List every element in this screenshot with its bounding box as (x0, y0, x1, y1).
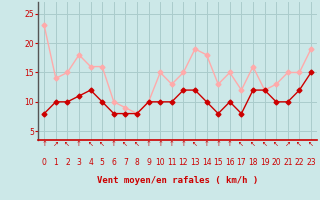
Text: 13: 13 (190, 158, 200, 167)
Text: 6: 6 (111, 158, 116, 167)
Text: 7: 7 (123, 158, 128, 167)
Text: 0: 0 (42, 158, 47, 167)
Text: 20: 20 (271, 158, 281, 167)
Text: 2: 2 (65, 158, 70, 167)
Text: 5: 5 (100, 158, 105, 167)
Text: 19: 19 (260, 158, 269, 167)
Text: 23: 23 (306, 158, 316, 167)
Text: 3: 3 (76, 158, 81, 167)
Text: 11: 11 (167, 158, 177, 167)
Text: 18: 18 (248, 158, 258, 167)
Text: 15: 15 (213, 158, 223, 167)
Text: 21: 21 (283, 158, 292, 167)
Text: 22: 22 (295, 158, 304, 167)
Text: 9: 9 (146, 158, 151, 167)
Text: 16: 16 (225, 158, 235, 167)
Text: 12: 12 (179, 158, 188, 167)
Text: 14: 14 (202, 158, 212, 167)
Text: 4: 4 (88, 158, 93, 167)
Text: 17: 17 (236, 158, 246, 167)
Text: 10: 10 (156, 158, 165, 167)
Text: 8: 8 (135, 158, 140, 167)
Text: Vent moyen/en rafales ( km/h ): Vent moyen/en rafales ( km/h ) (97, 176, 258, 185)
Text: 1: 1 (53, 158, 58, 167)
